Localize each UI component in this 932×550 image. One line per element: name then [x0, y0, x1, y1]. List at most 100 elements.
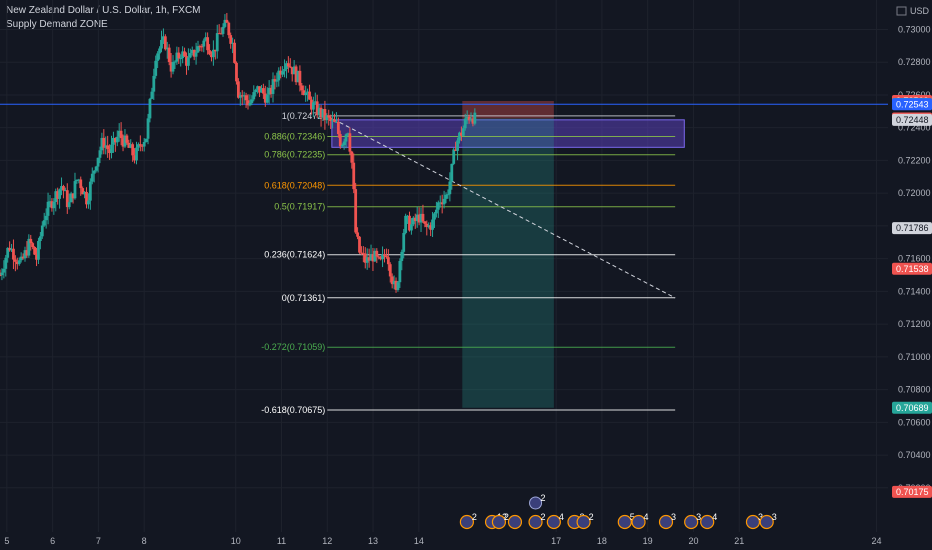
candle-body	[158, 48, 161, 54]
candle-body	[350, 151, 354, 163]
candle-body	[394, 280, 398, 290]
event-badge[interactable]	[528, 514, 543, 530]
candle-body	[129, 144, 133, 148]
candle-body	[469, 118, 473, 121]
position-zones[interactable]	[0, 100, 888, 408]
fibonacci-retracement[interactable]: 1(0.72472) 0.886(0.72346) 0.786(0.72235) 0.…	[261, 111, 676, 415]
candle-body	[25, 250, 29, 256]
candle-body	[98, 150, 102, 158]
candle-body	[6, 247, 10, 258]
candle-body	[446, 194, 450, 196]
event-badge-count: 2	[589, 512, 594, 522]
candle-body	[119, 130, 123, 139]
fib-level-label: 0(0.71361)	[282, 293, 326, 303]
event-badge[interactable]	[529, 496, 543, 510]
trend-line[interactable]	[327, 115, 676, 299]
candle-body	[458, 132, 461, 141]
event-badge-count: 5	[630, 512, 635, 522]
supply-demand-zone[interactable]	[331, 119, 685, 148]
candle-body	[110, 144, 113, 154]
candle-body	[198, 46, 202, 48]
candle-body	[450, 163, 454, 182]
candle-body	[348, 133, 352, 152]
price-axis[interactable]: USD 0.73000 0.72800 0.72600 0.72400 0.72200 0.…	[892, 6, 932, 498]
price-label-text: 0.72448	[896, 115, 929, 125]
candle-body	[94, 166, 98, 171]
price-tick-label: 0.72400	[898, 123, 931, 133]
candle-body	[325, 115, 329, 121]
event-badge[interactable]	[491, 514, 507, 530]
candle-body	[83, 191, 86, 195]
event-badge[interactable]	[759, 514, 774, 530]
candle-body	[425, 223, 429, 227]
candle-body	[133, 155, 136, 161]
candle-body	[165, 47, 169, 50]
event-badges[interactable]: 2122242254334332	[459, 493, 777, 530]
candle-body	[279, 70, 283, 75]
event-badge-count: 3	[671, 512, 676, 522]
candle-body	[411, 217, 415, 225]
candle-body	[8, 247, 12, 251]
candle-body	[90, 173, 94, 182]
candle-body	[238, 95, 242, 98]
candle-body	[92, 170, 96, 174]
event-badge[interactable]	[507, 514, 523, 530]
candle-body	[169, 62, 173, 72]
event-badge[interactable]	[631, 514, 646, 530]
time-axis[interactable]: 5 6 7 8 10 11 12 13 14 17 18 19 20 21 24	[4, 536, 881, 546]
candle-body	[2, 268, 6, 273]
candle-body	[294, 66, 298, 83]
candle-body	[261, 88, 265, 94]
candle-body	[408, 215, 411, 231]
stop-loss-zone[interactable]	[462, 100, 554, 119]
candle-body	[81, 188, 85, 195]
price-tick-label: 0.72200	[898, 155, 931, 165]
candle-body	[433, 213, 436, 220]
candle-body	[200, 46, 204, 48]
price-label-tag[interactable]	[892, 98, 932, 111]
candle-body	[37, 241, 40, 260]
candle-body	[265, 94, 269, 103]
candle-body	[356, 232, 359, 237]
candle-body	[269, 87, 273, 94]
candle-body	[302, 90, 306, 96]
candle-body	[73, 181, 77, 199]
price-label-tag[interactable]	[892, 262, 932, 275]
price-label-tag[interactable]	[892, 401, 932, 414]
candle-body	[248, 102, 252, 106]
candle-body	[331, 119, 334, 122]
event-badge[interactable]	[546, 514, 561, 530]
price-label-tag[interactable]	[892, 485, 932, 498]
candle-body	[377, 256, 381, 258]
event-badge[interactable]	[617, 514, 632, 530]
event-badge[interactable]	[700, 514, 715, 530]
candle-body	[319, 107, 323, 118]
candle-body	[48, 201, 52, 203]
event-badge[interactable]	[745, 514, 761, 530]
take-profit-zone[interactable]	[462, 118, 554, 408]
time-tick-label: 14	[414, 536, 424, 546]
candle-body	[108, 149, 111, 154]
candle-body	[256, 86, 260, 90]
event-badge[interactable]	[459, 514, 474, 530]
indicator-label[interactable]: Supply Demand ZONE	[6, 19, 108, 30]
candle-body	[125, 135, 129, 143]
candle-body	[206, 37, 210, 51]
price-label-tag[interactable]	[892, 222, 932, 235]
candle-body	[127, 142, 131, 148]
candle-body	[40, 225, 44, 237]
event-badge[interactable]	[576, 514, 591, 530]
event-badge[interactable]	[658, 514, 674, 530]
price-label-tag[interactable]	[892, 113, 932, 126]
candle-body	[246, 100, 250, 106]
event-badge-count: 2	[541, 512, 546, 522]
candle-body	[77, 179, 81, 181]
event-badge[interactable]	[684, 514, 699, 530]
candle-body	[71, 193, 75, 199]
candle-body	[217, 33, 221, 35]
candle-body	[146, 118, 150, 139]
price-tick-label: 0.70800	[898, 385, 931, 395]
candle-body	[163, 36, 167, 50]
candle-body	[459, 132, 463, 136]
